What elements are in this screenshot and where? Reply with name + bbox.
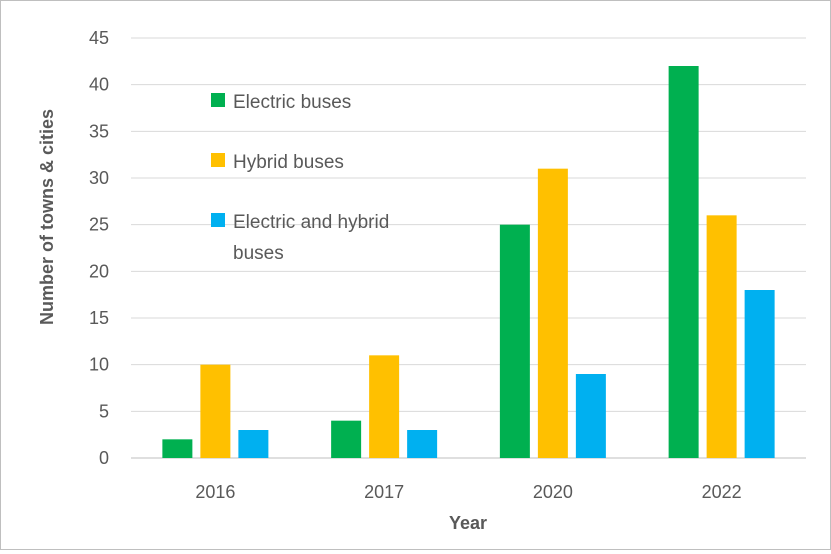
y-axis-title: Number of towns & cities bbox=[37, 109, 57, 325]
y-tick-label: 45 bbox=[89, 28, 109, 48]
x-tick-label: 2017 bbox=[364, 482, 404, 502]
bar-electric-and-hybrid-buses-2020 bbox=[575, 374, 606, 458]
y-tick-label: 40 bbox=[89, 75, 109, 95]
y-tick-label: 15 bbox=[89, 308, 109, 328]
x-tick-label: 2022 bbox=[702, 482, 742, 502]
y-tick-label: 10 bbox=[89, 355, 109, 375]
gridlines bbox=[131, 37, 806, 459]
bar-electric-buses-2022 bbox=[668, 66, 699, 458]
bar-hybrid-buses-2020 bbox=[537, 168, 568, 458]
legend-label: Electric buses bbox=[233, 92, 351, 113]
bar-hybrid-buses-2022 bbox=[706, 215, 737, 458]
bar-electric-and-hybrid-buses-2016 bbox=[238, 430, 269, 458]
bar-electric-buses-2020 bbox=[499, 224, 530, 458]
legend-swatch bbox=[211, 153, 225, 167]
legend-label: Electric and hybrid bbox=[233, 212, 389, 233]
axes: Number of towns & cities Year 0 5 10 15 20 25… bbox=[37, 28, 742, 533]
y-tick-label: 25 bbox=[89, 215, 109, 235]
bar-hybrid-buses-2017 bbox=[369, 355, 400, 458]
bar-hybrid-buses-2016 bbox=[200, 364, 231, 458]
bar-electric-and-hybrid-buses-2017 bbox=[407, 430, 438, 458]
bar-electric-buses-2016 bbox=[162, 439, 193, 458]
y-tick-label: 0 bbox=[99, 448, 109, 468]
x-axis-title: Year bbox=[449, 513, 487, 533]
legend-label: buses bbox=[233, 243, 284, 264]
legend-label: Hybrid buses bbox=[233, 152, 344, 173]
y-tick-label: 35 bbox=[89, 121, 109, 141]
legend: Electric buses Hybrid buses Electric and h… bbox=[211, 92, 389, 264]
y-tick-label: 5 bbox=[99, 401, 109, 421]
x-tick-label: 2020 bbox=[533, 482, 573, 502]
bar-electric-and-hybrid-buses-2022 bbox=[744, 290, 775, 458]
bars bbox=[162, 66, 775, 458]
legend-swatch bbox=[211, 213, 225, 227]
y-tick-label: 20 bbox=[89, 261, 109, 281]
legend-swatch bbox=[211, 93, 225, 107]
y-tick-label: 30 bbox=[89, 168, 109, 188]
x-tick-label: 2016 bbox=[195, 482, 235, 502]
bar-electric-buses-2017 bbox=[331, 420, 362, 458]
